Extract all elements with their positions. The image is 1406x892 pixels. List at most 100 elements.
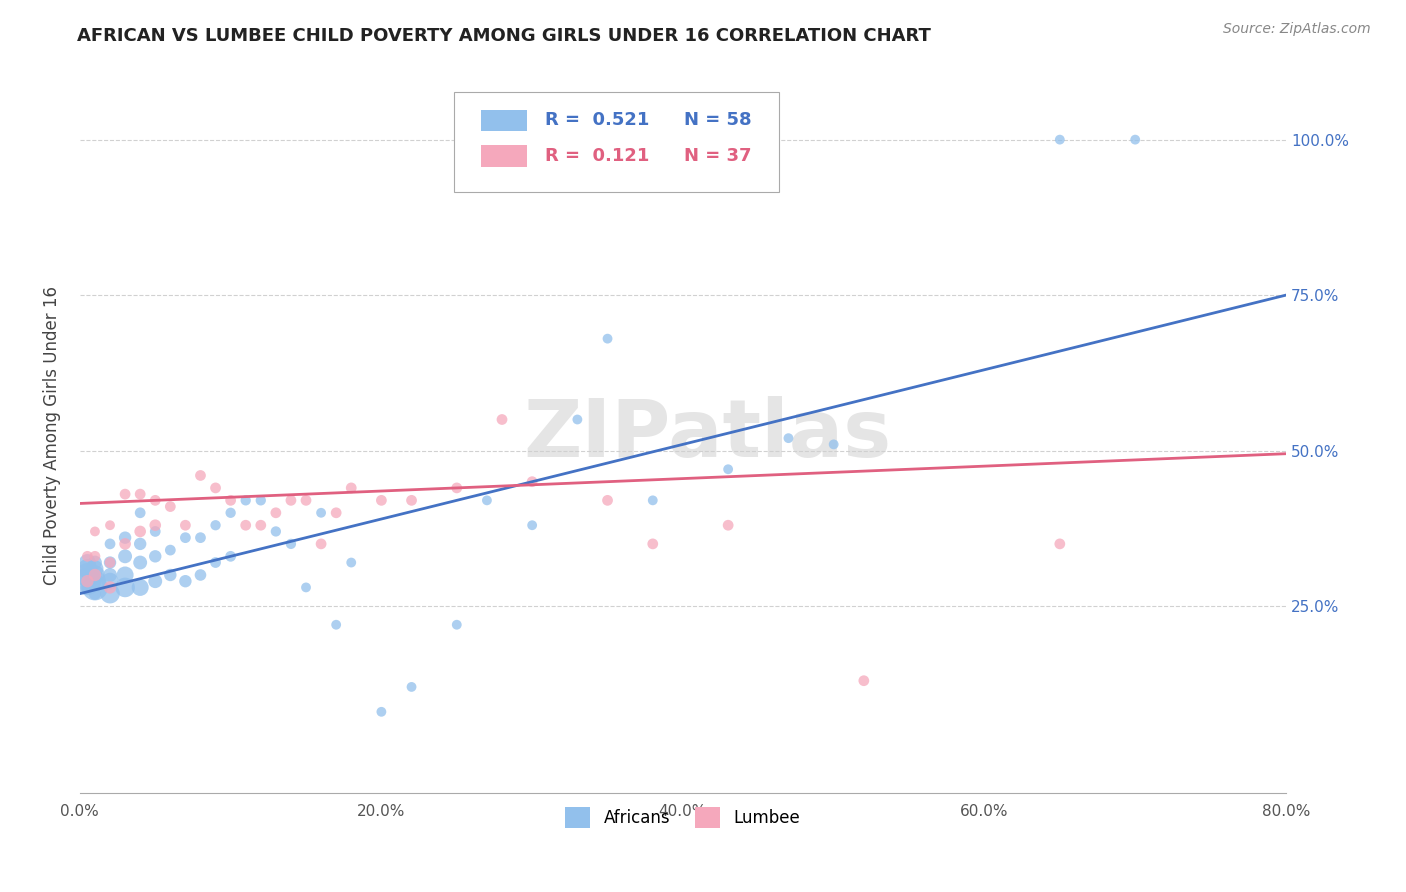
Point bbox=[114, 568, 136, 582]
Point bbox=[129, 524, 152, 539]
Point bbox=[174, 531, 197, 545]
Point bbox=[84, 549, 107, 564]
Point bbox=[520, 475, 543, 489]
Point bbox=[295, 493, 318, 508]
Point bbox=[1049, 133, 1071, 147]
Point bbox=[204, 481, 226, 495]
Text: R =  0.121: R = 0.121 bbox=[546, 147, 650, 165]
Point bbox=[76, 574, 98, 589]
Point bbox=[370, 705, 392, 719]
Point bbox=[204, 518, 226, 533]
Point bbox=[84, 556, 107, 570]
FancyBboxPatch shape bbox=[454, 92, 779, 192]
Point bbox=[295, 581, 318, 595]
FancyBboxPatch shape bbox=[481, 145, 527, 167]
Point bbox=[280, 493, 302, 508]
Point bbox=[823, 437, 845, 451]
Text: N = 37: N = 37 bbox=[685, 147, 752, 165]
Point bbox=[143, 493, 166, 508]
Point bbox=[641, 493, 664, 508]
Point bbox=[84, 562, 107, 576]
Point bbox=[76, 556, 98, 570]
Point bbox=[98, 568, 121, 582]
Text: ZIPatlas: ZIPatlas bbox=[523, 396, 891, 474]
Point bbox=[340, 481, 363, 495]
Point bbox=[219, 493, 242, 508]
Point bbox=[84, 587, 107, 601]
Point bbox=[491, 412, 513, 426]
Point bbox=[249, 493, 271, 508]
Point bbox=[129, 556, 152, 570]
Point bbox=[219, 506, 242, 520]
Point bbox=[159, 500, 181, 514]
Point bbox=[98, 556, 121, 570]
Point bbox=[219, 549, 242, 564]
Point bbox=[567, 412, 589, 426]
Point bbox=[76, 581, 98, 595]
Point bbox=[249, 518, 271, 533]
Point bbox=[235, 518, 257, 533]
Point bbox=[129, 581, 152, 595]
Point bbox=[446, 481, 468, 495]
Point bbox=[114, 487, 136, 501]
Point bbox=[325, 506, 347, 520]
Point bbox=[114, 549, 136, 564]
Legend: Africans, Lumbee: Africans, Lumbee bbox=[558, 801, 807, 834]
Text: AFRICAN VS LUMBEE CHILD POVERTY AMONG GIRLS UNDER 16 CORRELATION CHART: AFRICAN VS LUMBEE CHILD POVERTY AMONG GI… bbox=[77, 27, 931, 45]
Point bbox=[129, 487, 152, 501]
Point bbox=[76, 549, 98, 564]
Point bbox=[114, 531, 136, 545]
Point bbox=[98, 581, 121, 595]
Y-axis label: Child Poverty Among Girls Under 16: Child Poverty Among Girls Under 16 bbox=[44, 285, 60, 584]
Point bbox=[204, 556, 226, 570]
Point bbox=[520, 518, 543, 533]
Point bbox=[475, 493, 498, 508]
Text: N = 58: N = 58 bbox=[685, 112, 752, 129]
Point bbox=[717, 518, 740, 533]
Point bbox=[84, 568, 107, 582]
Point bbox=[596, 332, 619, 346]
Point bbox=[325, 617, 347, 632]
Point bbox=[98, 556, 121, 570]
Point bbox=[340, 556, 363, 570]
Point bbox=[174, 518, 197, 533]
Point bbox=[143, 524, 166, 539]
Point bbox=[190, 468, 212, 483]
Point bbox=[84, 581, 107, 595]
Point bbox=[159, 543, 181, 558]
Point bbox=[76, 562, 98, 576]
Point bbox=[370, 493, 392, 508]
Point bbox=[174, 574, 197, 589]
Point bbox=[641, 537, 664, 551]
FancyBboxPatch shape bbox=[481, 110, 527, 131]
Point bbox=[114, 581, 136, 595]
Point bbox=[84, 524, 107, 539]
Point bbox=[98, 518, 121, 533]
Point bbox=[280, 537, 302, 551]
Point bbox=[98, 574, 121, 589]
Point bbox=[401, 680, 423, 694]
Point bbox=[852, 673, 875, 688]
Point bbox=[190, 568, 212, 582]
Point bbox=[309, 537, 332, 551]
Point bbox=[190, 531, 212, 545]
Point bbox=[84, 568, 107, 582]
Point bbox=[778, 431, 800, 445]
Point bbox=[1123, 133, 1146, 147]
Text: R =  0.521: R = 0.521 bbox=[546, 112, 650, 129]
Point bbox=[264, 524, 287, 539]
Point bbox=[717, 462, 740, 476]
Point bbox=[401, 493, 423, 508]
Point bbox=[114, 537, 136, 551]
Point bbox=[129, 537, 152, 551]
Point bbox=[446, 617, 468, 632]
Point bbox=[235, 493, 257, 508]
Point bbox=[98, 537, 121, 551]
Point bbox=[596, 493, 619, 508]
Point bbox=[264, 506, 287, 520]
Point bbox=[98, 587, 121, 601]
Point bbox=[143, 518, 166, 533]
Point bbox=[76, 574, 98, 589]
Point bbox=[309, 506, 332, 520]
Text: Source: ZipAtlas.com: Source: ZipAtlas.com bbox=[1223, 22, 1371, 37]
